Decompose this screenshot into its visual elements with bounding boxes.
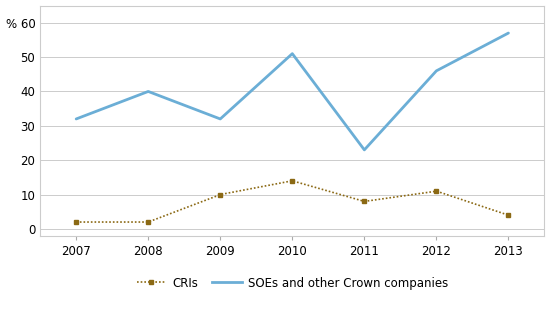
Legend: CRIs, SOEs and other Crown companies: CRIs, SOEs and other Crown companies [132,272,453,294]
